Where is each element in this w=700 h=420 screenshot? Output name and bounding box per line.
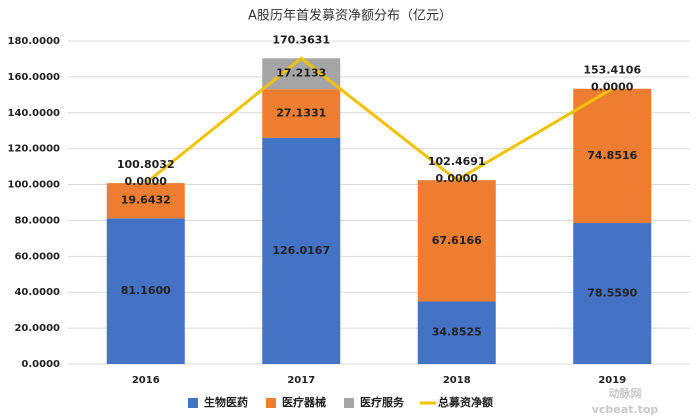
value-label: 102.4691	[428, 155, 486, 168]
chart-title: A股历年首发募资净额分布（亿元）	[248, 8, 452, 24]
y-tick-label: 60.0000	[14, 251, 60, 262]
total-line	[144, 56, 614, 185]
y-tick-label: 100.0000	[7, 180, 60, 191]
y-tick-label: 0.0000	[21, 359, 60, 370]
bar-segment	[417, 301, 496, 364]
legend-label: 生物医药	[204, 395, 248, 409]
value-label: 153.4106	[583, 64, 641, 77]
legend-swatch	[266, 398, 276, 408]
watermark: 动脉网	[609, 386, 642, 400]
value-label: 27.1331	[276, 107, 326, 120]
bar-segment	[417, 180, 496, 302]
value-label: 19.6432	[121, 194, 171, 207]
y-tick-label: 180.0000	[7, 36, 60, 47]
legend-label: 医疗服务	[360, 395, 405, 409]
legend-swatch	[344, 398, 354, 408]
value-label: 74.8516	[587, 149, 637, 162]
value-label: 34.8525	[432, 326, 482, 339]
value-label: 67.6166	[432, 234, 482, 247]
y-tick-label: 40.0000	[14, 287, 60, 298]
watermark: vcbeat.top	[592, 403, 659, 416]
x-tick-label: 2016	[132, 375, 160, 386]
x-tick-label: 2018	[443, 375, 471, 386]
bar-segment	[262, 89, 341, 138]
value-label: 100.8032	[117, 158, 175, 171]
x-tick-label: 2019	[598, 375, 626, 386]
value-label: 17.2133	[276, 67, 326, 80]
bar-segment	[573, 223, 652, 364]
value-label: 81.1600	[121, 284, 171, 297]
x-tick-label: 2017	[287, 375, 315, 386]
y-tick-label: 80.0000	[14, 215, 60, 226]
y-tick-label: 160.0000	[7, 72, 60, 83]
value-label: 0.0000	[591, 81, 634, 94]
bar-segment	[573, 88, 652, 224]
legend-label: 总募资净额	[438, 395, 493, 409]
bar-segment	[262, 137, 341, 364]
bar-segment	[106, 183, 185, 219]
value-label: 0.0000	[125, 175, 168, 188]
y-tick-label: 140.0000	[7, 108, 60, 119]
legend-swatch	[188, 398, 198, 408]
y-tick-label: 20.0000	[14, 323, 60, 334]
value-label: 78.5590	[587, 287, 637, 300]
y-tick-label: 120.0000	[7, 144, 60, 155]
value-label: 0.0000	[436, 172, 479, 185]
value-label: 170.3631	[272, 33, 330, 46]
value-label: 126.0167	[272, 244, 330, 257]
bar-segment	[262, 58, 341, 90]
bar-segment	[106, 218, 185, 364]
legend-label: 医疗器械	[282, 395, 326, 409]
